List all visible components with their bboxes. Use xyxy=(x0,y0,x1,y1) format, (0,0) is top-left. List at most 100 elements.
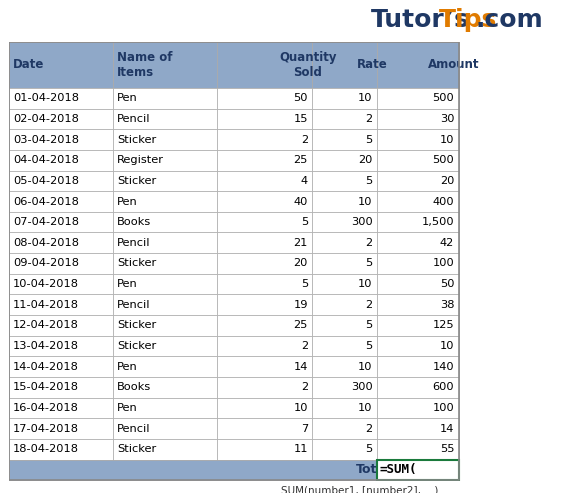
Bar xyxy=(217,418,313,439)
Text: Quantity
Sold: Quantity Sold xyxy=(279,51,336,79)
Text: 10: 10 xyxy=(358,197,372,207)
Bar xyxy=(377,88,458,108)
Text: 14: 14 xyxy=(440,423,454,434)
Bar xyxy=(377,233,458,253)
Text: 07-04-2018: 07-04-2018 xyxy=(13,217,79,227)
Text: 25: 25 xyxy=(293,320,308,330)
Bar xyxy=(313,274,377,294)
Text: 5: 5 xyxy=(300,217,308,227)
Bar xyxy=(113,336,217,356)
Bar xyxy=(377,42,458,88)
Bar xyxy=(9,108,113,129)
Text: 10: 10 xyxy=(440,341,454,351)
Text: 4: 4 xyxy=(301,176,308,186)
Text: 300: 300 xyxy=(351,217,372,227)
Bar xyxy=(9,42,113,88)
Bar xyxy=(313,377,377,398)
Bar xyxy=(113,171,217,191)
Text: 600: 600 xyxy=(432,383,454,392)
Bar xyxy=(313,398,377,418)
Text: 1,500: 1,500 xyxy=(422,217,454,227)
Text: 10: 10 xyxy=(440,135,454,144)
Text: 10: 10 xyxy=(358,279,372,289)
Text: 5: 5 xyxy=(365,258,372,269)
Bar xyxy=(113,377,217,398)
Text: 21: 21 xyxy=(293,238,308,248)
Bar xyxy=(9,336,113,356)
Bar xyxy=(377,418,458,439)
Text: 20: 20 xyxy=(440,176,454,186)
Text: Pen: Pen xyxy=(117,279,138,289)
Text: 400: 400 xyxy=(432,197,454,207)
Text: Pen: Pen xyxy=(117,362,138,372)
Bar xyxy=(313,439,377,459)
Bar xyxy=(313,88,377,108)
Bar xyxy=(217,88,313,108)
Text: 15-04-2018: 15-04-2018 xyxy=(13,383,79,392)
Text: Sticker: Sticker xyxy=(117,341,156,351)
Text: Rate: Rate xyxy=(357,59,388,71)
Text: 7: 7 xyxy=(300,423,308,434)
Text: 2: 2 xyxy=(301,383,308,392)
Text: 25: 25 xyxy=(293,155,308,165)
Bar xyxy=(9,439,113,459)
Text: 5: 5 xyxy=(300,279,308,289)
Text: 42: 42 xyxy=(440,238,454,248)
Text: Pencil: Pencil xyxy=(117,238,150,248)
Bar xyxy=(9,377,113,398)
Text: 10: 10 xyxy=(358,362,372,372)
Text: 10-04-2018: 10-04-2018 xyxy=(13,279,79,289)
Bar xyxy=(217,150,313,171)
Text: 03-04-2018: 03-04-2018 xyxy=(13,135,79,144)
Text: 40: 40 xyxy=(293,197,308,207)
Bar xyxy=(217,315,313,336)
Text: Pen: Pen xyxy=(117,93,138,104)
Bar xyxy=(377,150,458,171)
Text: Sticker: Sticker xyxy=(117,444,156,454)
Text: 12-04-2018: 12-04-2018 xyxy=(13,320,79,330)
Bar xyxy=(113,253,217,274)
Text: Sticker: Sticker xyxy=(117,176,156,186)
Text: 2: 2 xyxy=(365,238,372,248)
Text: 5: 5 xyxy=(365,135,372,144)
Bar xyxy=(313,356,377,377)
Bar xyxy=(9,294,113,315)
Bar xyxy=(9,88,113,108)
Bar xyxy=(313,108,377,129)
Bar xyxy=(313,42,377,88)
Bar xyxy=(113,191,217,212)
Text: 20: 20 xyxy=(293,258,308,269)
Bar xyxy=(9,418,113,439)
Text: 15: 15 xyxy=(293,114,308,124)
Text: 20: 20 xyxy=(358,155,372,165)
Text: Pencil: Pencil xyxy=(117,423,150,434)
Bar xyxy=(217,439,313,459)
Bar xyxy=(217,108,313,129)
Bar xyxy=(113,108,217,129)
Bar xyxy=(313,336,377,356)
Text: 5: 5 xyxy=(365,444,372,454)
Text: 02-04-2018: 02-04-2018 xyxy=(13,114,79,124)
Text: Pencil: Pencil xyxy=(117,300,150,310)
Text: 2: 2 xyxy=(301,341,308,351)
Text: Name of
Items: Name of Items xyxy=(117,51,173,79)
Bar xyxy=(313,191,377,212)
Text: =SUM(: =SUM( xyxy=(380,463,417,476)
Bar xyxy=(9,398,113,418)
Text: 38: 38 xyxy=(440,300,454,310)
Bar xyxy=(113,233,217,253)
Text: 300: 300 xyxy=(351,383,372,392)
Bar xyxy=(313,233,377,253)
Text: Amount: Amount xyxy=(428,59,480,71)
Text: 11: 11 xyxy=(293,444,308,454)
Bar xyxy=(9,233,113,253)
Bar xyxy=(113,439,217,459)
Text: 01-04-2018: 01-04-2018 xyxy=(13,93,79,104)
Bar xyxy=(217,191,313,212)
Text: Pen: Pen xyxy=(117,197,138,207)
Text: Pencil: Pencil xyxy=(117,114,150,124)
Text: Pen: Pen xyxy=(117,403,138,413)
Bar xyxy=(9,42,458,480)
Bar xyxy=(279,482,458,493)
Text: 13-04-2018: 13-04-2018 xyxy=(13,341,79,351)
